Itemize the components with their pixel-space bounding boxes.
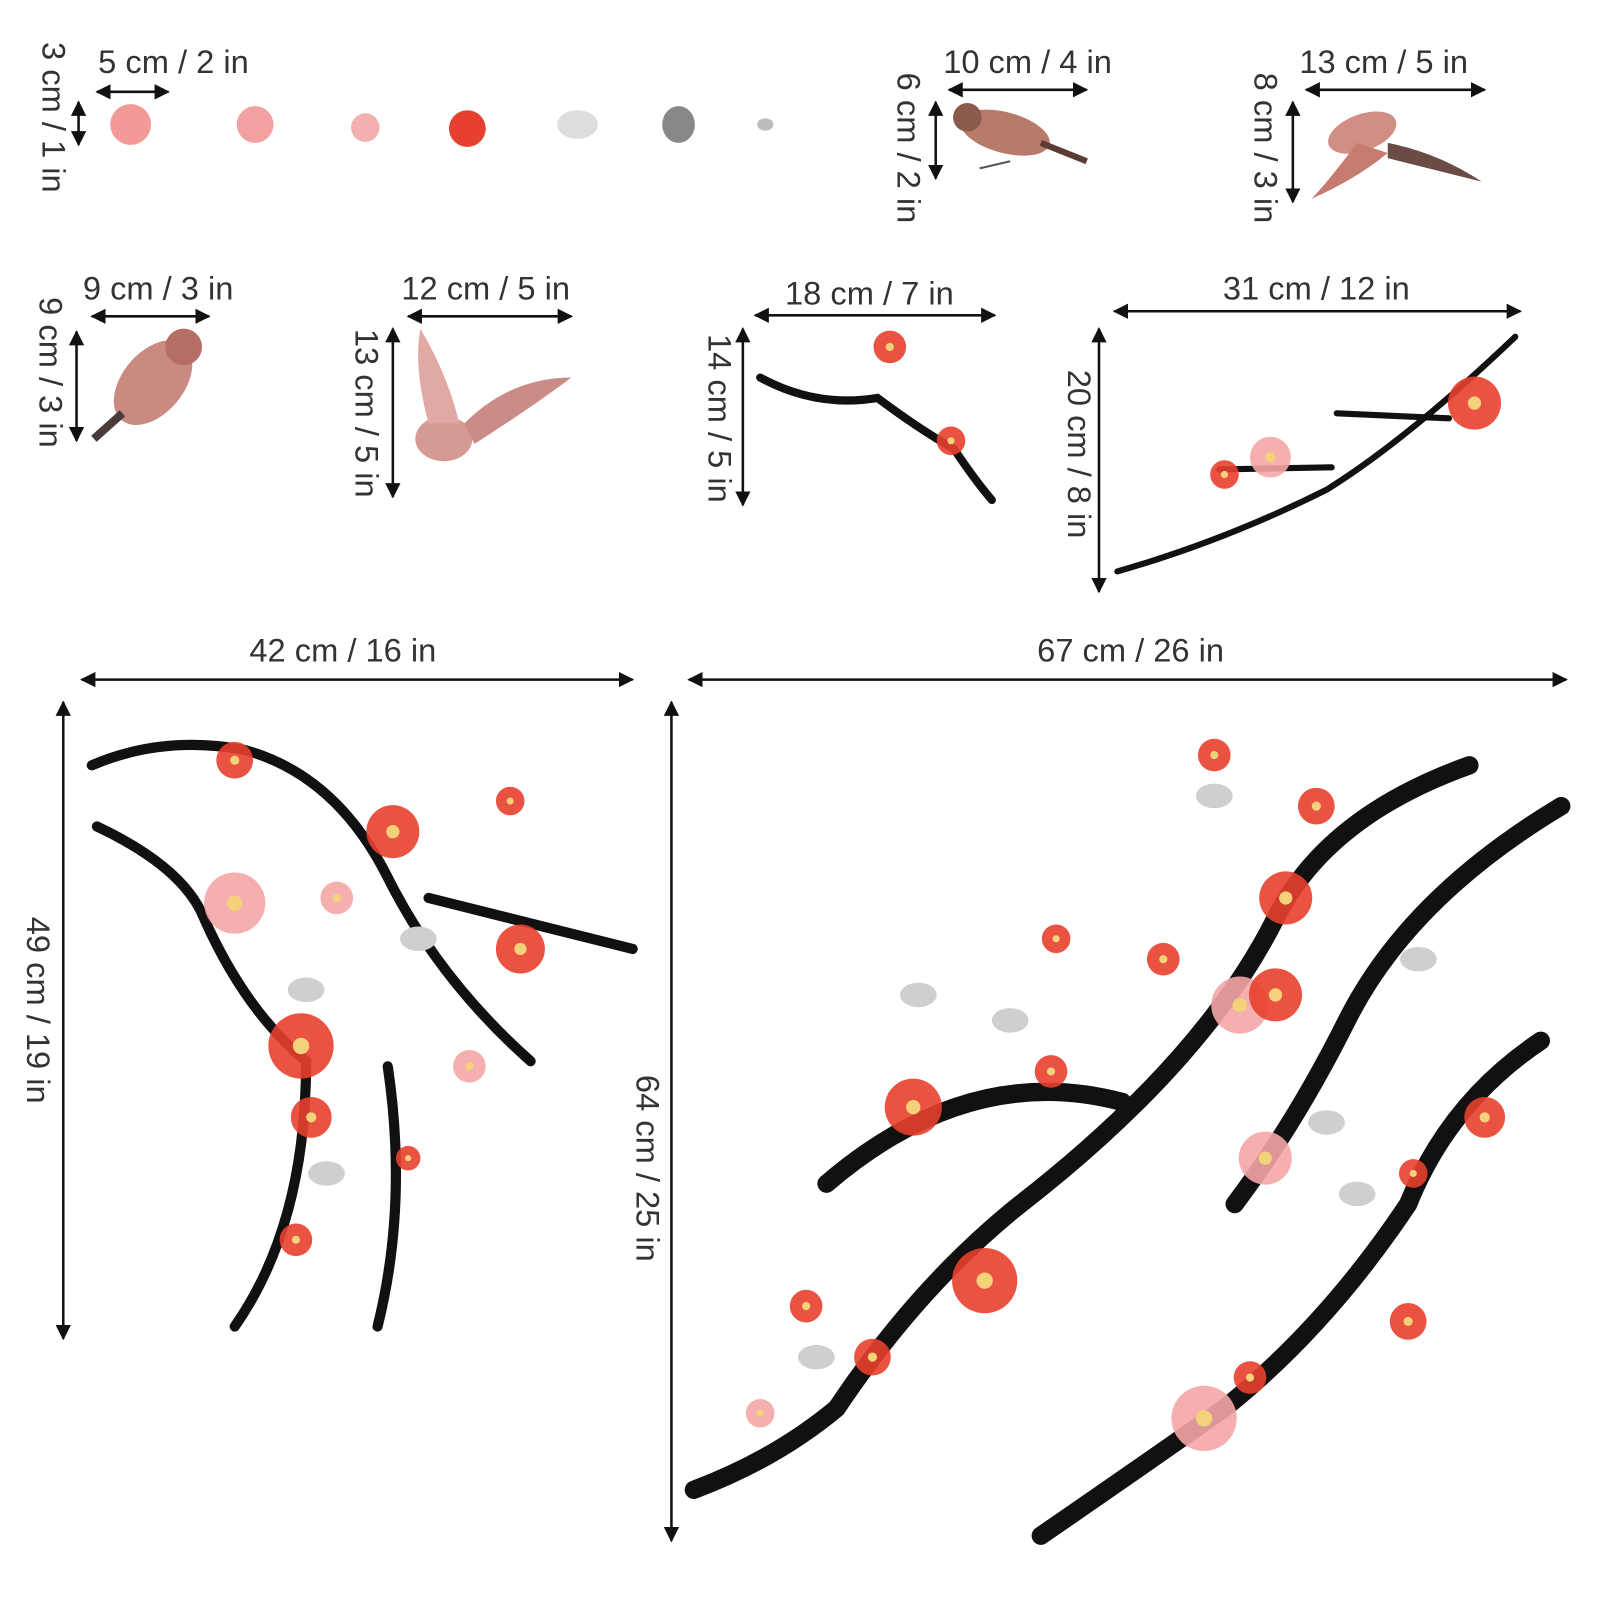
- height-label: 8 cm / 3 in: [1248, 73, 1285, 224]
- height-label: 9 cm / 3 in: [32, 297, 69, 448]
- petal-gray: [308, 1161, 345, 1186]
- blossom-center: [756, 1409, 764, 1417]
- dimension-group: 9 cm / 3 in 9 cm / 3 in: [32, 269, 233, 447]
- petals: [110, 104, 774, 147]
- height-label: 20 cm / 8 in: [1061, 370, 1098, 539]
- petal-gray: [1195, 783, 1233, 809]
- petal-gray: [900, 982, 937, 1008]
- bird-wings-spread: [415, 328, 572, 462]
- width-label: 18 cm / 7 in: [785, 275, 954, 312]
- branch-small: [756, 373, 996, 505]
- blossom-center: [1046, 1067, 1056, 1076]
- height-label: 14 cm / 5 in: [702, 334, 739, 503]
- dimension-group: 18 cm / 7 in 14 cm / 5 in: [702, 275, 997, 507]
- dimensions: 5 cm / 2 in 3 cm / 1 in 10 cm / 4 in 6 cm /…: [20, 42, 1568, 1543]
- blossom-center: [885, 342, 894, 352]
- blossom-center: [292, 1037, 310, 1055]
- blossom-center: [1258, 1151, 1272, 1165]
- dimension-group: 67 cm / 26 in 64 cm / 25 in: [629, 632, 1568, 1543]
- width-label: 5 cm / 2 in: [98, 43, 249, 80]
- petal-gray: [1308, 1110, 1345, 1135]
- blossoms: [204, 330, 1506, 1452]
- width-label: 10 cm / 4 in: [943, 43, 1112, 80]
- blossom-center: [906, 1100, 921, 1115]
- width-label: 67 cm / 26 in: [1037, 632, 1224, 669]
- blossom-center: [1220, 470, 1229, 479]
- blossom-center: [802, 1302, 811, 1311]
- blossom-center: [1403, 1316, 1413, 1327]
- blossom-center: [1159, 955, 1168, 964]
- height-label: 3 cm / 1 in: [35, 42, 72, 193]
- bird-sitting: [91, 328, 203, 442]
- width-label: 42 cm / 16 in: [249, 632, 436, 669]
- dimension-group: 10 cm / 4 in 6 cm / 2 in: [890, 43, 1111, 223]
- blossom-center: [465, 1062, 474, 1071]
- blossom-center: [1268, 988, 1283, 1002]
- dimension-group: 13 cm / 5 in 8 cm / 3 in: [1248, 43, 1487, 224]
- sparrow-perched: [953, 103, 1088, 170]
- width-label: 9 cm / 3 in: [83, 269, 234, 306]
- blossom-center: [1311, 801, 1321, 811]
- illustrations: [86, 103, 1571, 1545]
- height-label: 49 cm / 19 in: [20, 917, 57, 1104]
- blossom-center: [1052, 935, 1060, 943]
- blossom-center: [947, 437, 955, 445]
- petal-gray: [287, 977, 325, 1003]
- blossom-center: [306, 1112, 317, 1123]
- height-label: 64 cm / 25 in: [629, 1075, 666, 1262]
- blossom-center: [230, 755, 240, 765]
- blossom-center: [1232, 997, 1247, 1013]
- blossom-center: [1195, 1410, 1213, 1427]
- blossom-center: [1409, 1169, 1417, 1178]
- width-label: 31 cm / 12 in: [1223, 269, 1410, 306]
- petal-gray: [797, 1344, 835, 1370]
- blossom-center: [1279, 891, 1293, 905]
- blossom-center: [405, 1155, 412, 1162]
- blossom-center: [506, 797, 514, 805]
- petal-gray: [1338, 1181, 1376, 1207]
- blossom-center: [1245, 1373, 1255, 1382]
- bird-flying: [1311, 111, 1482, 199]
- dimension-group: 31 cm / 12 in 20 cm / 8 in: [1061, 269, 1522, 594]
- blossom-center: [1210, 751, 1219, 760]
- width-label: 13 cm / 5 in: [1299, 43, 1468, 80]
- dimension-group: 12 cm / 5 in 13 cm / 5 in: [349, 269, 573, 499]
- blossom-center: [291, 1235, 300, 1244]
- blossom-center: [227, 895, 243, 911]
- blossom-center: [1265, 452, 1276, 463]
- petal-gray: [400, 926, 437, 952]
- blossom-center: [976, 1272, 993, 1289]
- blossom-center: [386, 825, 400, 839]
- blossom-center: [332, 893, 341, 903]
- height-label: 6 cm / 2 in: [890, 73, 927, 224]
- branch-large: [86, 739, 638, 1332]
- blossom-center: [867, 1352, 878, 1362]
- branch-largest: [684, 756, 1571, 1545]
- blossom-center: [514, 942, 527, 956]
- dimension-group: 42 cm / 16 in 49 cm / 19 in: [20, 632, 635, 1341]
- blossom-center: [1479, 1112, 1490, 1123]
- width-label: 12 cm / 5 in: [401, 269, 570, 306]
- petal-gray: [1400, 946, 1437, 972]
- height-label: 13 cm / 5 in: [349, 329, 386, 498]
- petal-gray: [991, 1008, 1029, 1033]
- blossom-center: [1467, 396, 1482, 410]
- dimension-group: 5 cm / 2 in 3 cm / 1 in: [35, 42, 248, 193]
